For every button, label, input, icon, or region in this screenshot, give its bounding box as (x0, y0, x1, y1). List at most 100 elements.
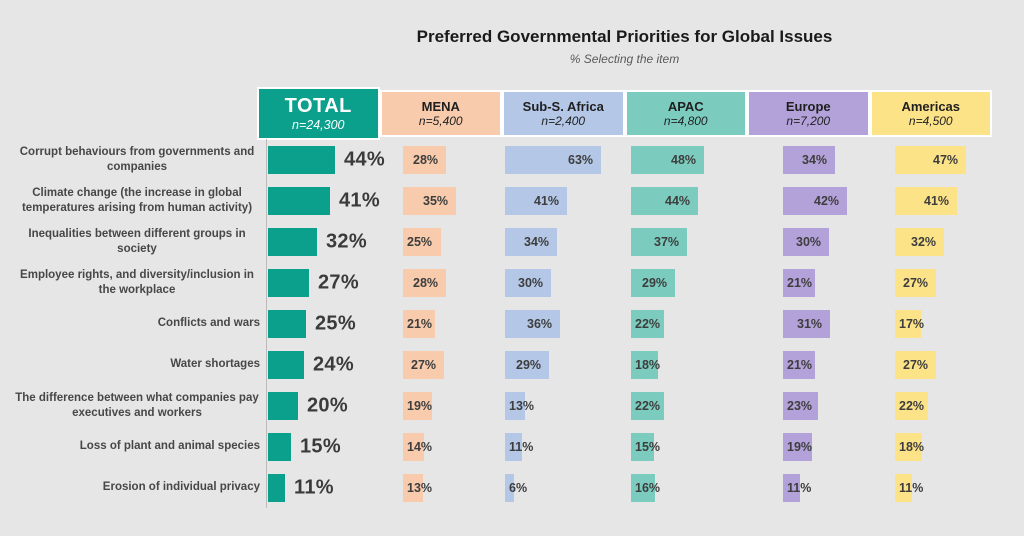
row-label: Erosion of individual privacy (0, 467, 262, 508)
bar (783, 227, 829, 256)
bar-cell-total: 27% (268, 268, 359, 297)
column-name: MENA (421, 98, 460, 114)
bar-value-label: 29% (516, 357, 542, 372)
bar-cell-europe: 42% (783, 186, 847, 215)
bar (505, 309, 560, 338)
column-name: Sub-S. Africa (522, 98, 604, 114)
bar (631, 432, 654, 461)
bar-value-label: 22% (899, 398, 925, 413)
bar-value-label: 41% (924, 193, 950, 208)
header-cell-americas: Americas n=4,500 (869, 90, 992, 137)
bar (505, 186, 567, 215)
bar-value-label: 32% (326, 230, 367, 252)
bar (268, 227, 317, 256)
bar (403, 227, 441, 256)
bar (403, 145, 446, 174)
bar (895, 391, 928, 420)
bar-cell-americas: 47% (895, 145, 966, 174)
bar-cell-total: 24% (268, 350, 354, 379)
row-label: Climate change (the increase in global t… (0, 180, 262, 221)
bar-cell-europe: 34% (783, 145, 835, 174)
bar (505, 432, 522, 461)
table-row: Corrupt behaviours from governments and … (0, 139, 1024, 180)
column-sample-size: n=24,300 (292, 118, 345, 132)
bar-cell-sub-s-africa: 63% (505, 145, 601, 174)
bar-value-label: 17% (899, 316, 925, 331)
bar (631, 391, 664, 420)
bar-cell-mena: 25% (403, 227, 441, 256)
bar-cell-mena: 21% (403, 309, 435, 338)
bar-cell-mena: 28% (403, 268, 446, 297)
bar (403, 309, 435, 338)
table-row: Inequalities between different groups in… (0, 221, 1024, 262)
bar (403, 186, 456, 215)
table-row: The difference between what companies pa… (0, 385, 1024, 426)
bar-cell-europe: 19% (783, 432, 813, 461)
bar-cell-sub-s-africa: 13% (505, 391, 534, 420)
bar-cell-apac: 48% (631, 145, 704, 174)
bar-cell-apac: 16% (631, 473, 660, 502)
bar-value-label: 18% (635, 357, 661, 372)
bar-cell-apac: 22% (631, 309, 664, 338)
column-sample-size: n=4,800 (663, 114, 708, 129)
bar-value-label: 19% (407, 398, 433, 413)
row-label-text: Climate change (the increase in global t… (21, 187, 253, 214)
bar-value-label: 27% (903, 357, 929, 372)
bar-cell-europe: 21% (783, 268, 815, 297)
bar (783, 391, 818, 420)
bar (268, 309, 306, 338)
bar-value-label: 37% (654, 234, 680, 249)
chart-subtitle: % Selecting the item (569, 52, 680, 66)
bar-cell-total: 41% (268, 186, 380, 215)
bar-cell-americas: 22% (895, 391, 928, 420)
bar-cell-mena: 14% (403, 432, 432, 461)
bar-cell-sub-s-africa: 36% (505, 309, 560, 338)
header-cell-apac: APAC n=4,800 (624, 90, 747, 137)
bar (505, 145, 601, 174)
header-cell-mena: MENA n=5,400 (379, 90, 502, 137)
bar (895, 227, 944, 256)
bar-value-label: 13% (407, 480, 433, 495)
bar-cell-sub-s-africa: 41% (505, 186, 567, 215)
bar-value-label: 22% (635, 316, 661, 331)
bar-value-label: 25% (407, 234, 433, 249)
bar (403, 473, 423, 502)
bar-cell-americas: 17% (895, 309, 925, 338)
bar-value-label: 24% (313, 353, 354, 375)
bar (505, 268, 551, 297)
bar (631, 473, 655, 502)
bar-value-label: 41% (339, 189, 380, 211)
row-label: Employee rights, and diversity/inclusion… (0, 262, 262, 303)
header-cell-sub-s-africa: Sub-S. Africa n=2,400 (502, 90, 625, 137)
bar-cell-mena: 27% (403, 350, 444, 379)
table-row: Employee rights, and diversity/inclusion… (0, 262, 1024, 303)
bar (268, 145, 335, 174)
bar (895, 432, 922, 461)
table-row: Loss of plant and animal species 15% 14% 11… (0, 426, 1024, 467)
bar-value-label: 19% (787, 439, 813, 454)
bar-value-label: 29% (642, 275, 668, 290)
bar-value-label: 27% (411, 357, 437, 372)
bar-cell-americas: 27% (895, 350, 936, 379)
bar-value-label: 18% (899, 439, 925, 454)
row-label: Loss of plant and animal species (0, 426, 262, 467)
bar (268, 350, 304, 379)
row-label-text: Erosion of individual privacy (102, 481, 260, 494)
bar (505, 350, 549, 379)
bar (631, 145, 704, 174)
bar-value-label: 48% (671, 152, 697, 167)
bar-cell-sub-s-africa: 11% (505, 432, 533, 461)
bar-value-label: 21% (407, 316, 433, 331)
bar-cell-total: 15% (268, 432, 341, 461)
row-label: Inequalities between different groups in… (0, 221, 262, 262)
column-name: APAC (667, 98, 704, 114)
bar-cell-mena: 19% (403, 391, 433, 420)
bar-value-label: 27% (318, 271, 359, 293)
row-label-text: Water shortages (170, 358, 260, 371)
bar-value-label: 11% (899, 480, 924, 495)
bar-value-label: 42% (814, 193, 840, 208)
table-row: Erosion of individual privacy 11% 13% 6% 16%… (0, 467, 1024, 508)
bar-cell-sub-s-africa: 29% (505, 350, 549, 379)
table-row: Conflicts and wars 25% 21% 36% 22% 31% 17% (0, 303, 1024, 344)
row-label: Water shortages (0, 344, 262, 385)
